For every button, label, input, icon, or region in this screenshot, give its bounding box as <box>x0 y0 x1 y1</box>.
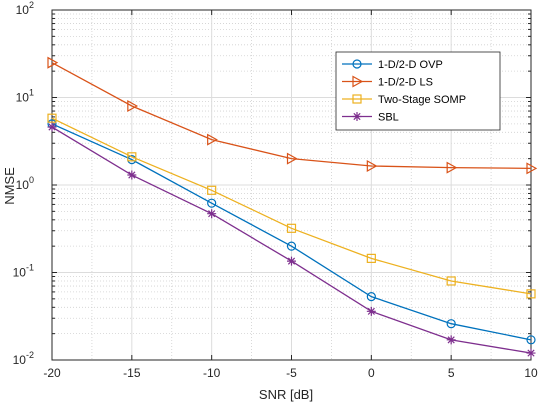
data-point-1-d-2-d-ovp <box>526 335 536 345</box>
x-tick-label: 0 <box>368 366 375 380</box>
x-tick-label: 5 <box>448 366 455 380</box>
legend-marker-sbl <box>352 112 362 121</box>
y-tick-label: 102 <box>16 0 34 17</box>
legend-label-1-d-2-d-ovp: 1-D/2-D OVP <box>378 59 443 71</box>
legend-entry-sbl: SBL <box>342 112 399 124</box>
legend-entry-1-d-2-d-ovp: 1-D/2-D OVP <box>342 59 443 71</box>
data-point-1-d-2-d-ovp <box>446 319 456 329</box>
data-point-two-stage-somp <box>446 276 456 286</box>
data-point-1-d-2-d-ls <box>366 159 378 172</box>
y-tick-label: 100 <box>16 175 34 192</box>
data-point-1-d-2-d-ls <box>127 99 139 112</box>
data-point-sbl <box>446 335 456 345</box>
data-point-two-stage-somp <box>286 223 297 233</box>
data-point-sbl <box>526 348 536 358</box>
data-point-1-d-2-d-ls <box>446 161 458 174</box>
data-point-two-stage-somp <box>366 253 376 263</box>
data-point-sbl <box>287 256 296 266</box>
data-point-two-stage-somp <box>526 289 536 299</box>
data-point-two-stage-somp <box>47 113 57 123</box>
legend-marker-1-d-2-d-ls <box>352 75 364 88</box>
series-1-d-2-d-ovp <box>47 119 536 345</box>
data-point-1-d-2-d-ovp <box>366 292 376 302</box>
legend-marker-1-d-2-d-ovp <box>352 59 362 69</box>
data-point-two-stage-somp <box>207 185 217 195</box>
data-point-1-d-2-d-ls <box>526 162 538 175</box>
data-point-two-stage-somp <box>127 152 137 162</box>
y-tick-label: 101 <box>16 88 34 105</box>
x-tick-label: -15 <box>123 366 141 380</box>
x-tick-label: -5 <box>286 366 297 380</box>
y-axis-title: NMSE <box>2 167 17 205</box>
x-tick-label: 10 <box>524 366 538 380</box>
data-point-sbl <box>127 170 137 180</box>
legend-label-two-stage-somp: Two-Stage SOMP <box>378 94 466 106</box>
series-line-1-d-2-d-ovp <box>51 123 532 341</box>
data-point-1-d-2-d-ovp <box>286 241 297 251</box>
data-point-1-d-2-d-ls <box>286 152 298 165</box>
legend-label-1-d-2-d-ls: 1-D/2-D LS <box>378 77 433 89</box>
data-point-sbl <box>47 122 57 132</box>
series-line-1-d-2-d-ls <box>51 62 532 169</box>
y-tick-label: 10-1 <box>13 263 34 280</box>
data-point-sbl <box>366 306 376 316</box>
axes: -20 -15 -10 -5 0 5 10 10-2 10-1 100 101 102 <box>13 0 538 380</box>
y-tick-label: 10-2 <box>13 350 34 367</box>
data-point-1-d-2-d-ovp <box>207 198 217 208</box>
series-two-stage-somp <box>47 113 536 299</box>
series-group <box>47 56 538 358</box>
series-line-two-stage-somp <box>51 117 532 295</box>
data-point-1-d-2-d-ls <box>47 56 59 69</box>
legend-marker-two-stage-somp <box>352 94 362 104</box>
data-point-1-d-2-d-ls <box>207 133 218 146</box>
x-tick-label: -20 <box>43 366 61 380</box>
x-axis-title: SNR [dB] <box>259 387 313 402</box>
legend-label-sbl: SBL <box>378 112 399 124</box>
series-sbl <box>47 122 536 358</box>
x-tick-label: -10 <box>203 366 221 380</box>
data-point-sbl <box>207 209 217 219</box>
legend: 1-D/2-D OVP 1-D/2-D LS Two-Stage SOMP SBL <box>335 51 501 131</box>
series-1-d-2-d-ls <box>47 56 538 175</box>
legend-entry-two-stage-somp: Two-Stage SOMP <box>342 94 466 106</box>
legend-entry-1-d-2-d-ls: 1-D/2-D LS <box>342 75 433 89</box>
